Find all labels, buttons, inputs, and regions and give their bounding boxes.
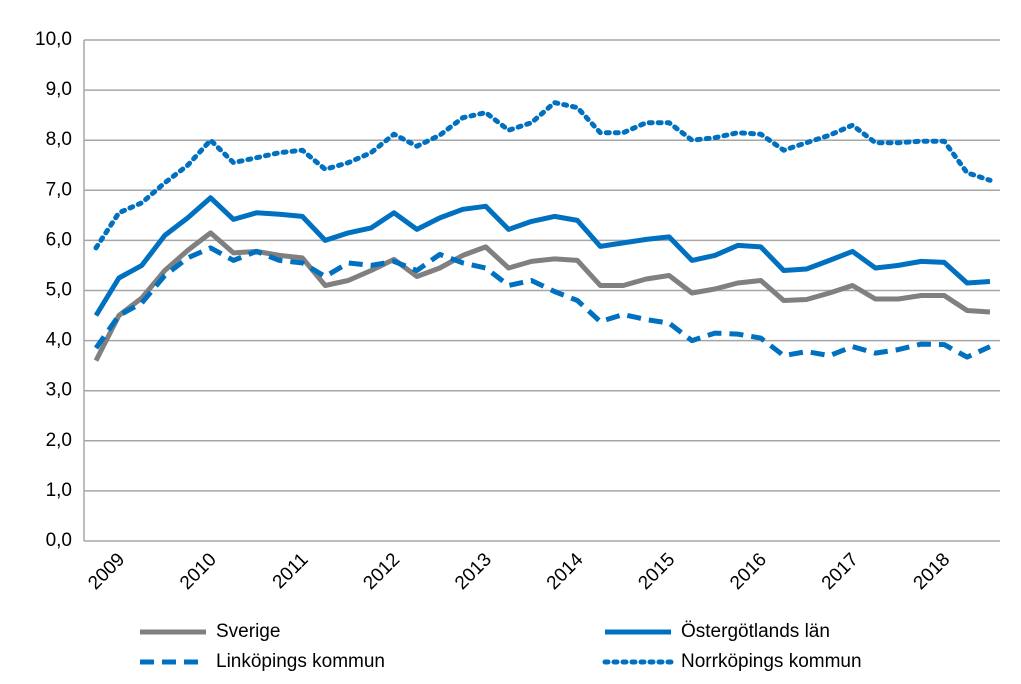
y-tick-label: 0,0 — [46, 530, 72, 551]
y-tick-label: 1,0 — [46, 480, 72, 501]
y-tick-label: 5,0 — [46, 280, 72, 301]
legend-label: Sverige — [216, 621, 280, 642]
legend-label: Östergötlands län — [681, 621, 830, 642]
line — [93, 230, 991, 362]
x-tick-label: 2014 — [543, 549, 588, 594]
x-tick-label: 2012 — [359, 549, 404, 594]
x-tick-label: 2017 — [818, 549, 863, 594]
x-tick-label: 2010 — [176, 549, 221, 594]
y-tick-label: 10,0 — [35, 29, 72, 50]
y-tick-label: 6,0 — [46, 229, 72, 250]
y-tick-label: 4,0 — [46, 330, 72, 351]
y-tick-label: 3,0 — [46, 380, 72, 401]
line — [93, 245, 992, 360]
x-tick-label: 2015 — [634, 549, 679, 594]
line — [93, 100, 993, 251]
y-tick-label: 8,0 — [46, 129, 72, 150]
legend-label: Linköpings kommun — [216, 651, 385, 672]
legend-label: Norrköpings kommun — [681, 651, 862, 672]
x-tick-label: 2016 — [726, 549, 771, 594]
x-tick-label: 2011 — [269, 549, 313, 593]
y-tick-label: 2,0 — [46, 430, 72, 451]
x-tick-label: 2018 — [910, 549, 955, 594]
line — [93, 195, 991, 317]
y-tick-label: 7,0 — [46, 179, 72, 200]
x-tick-label: 2013 — [451, 549, 496, 594]
x-tick-label: 2009 — [84, 549, 129, 594]
y-tick-label: 9,0 — [46, 79, 72, 100]
